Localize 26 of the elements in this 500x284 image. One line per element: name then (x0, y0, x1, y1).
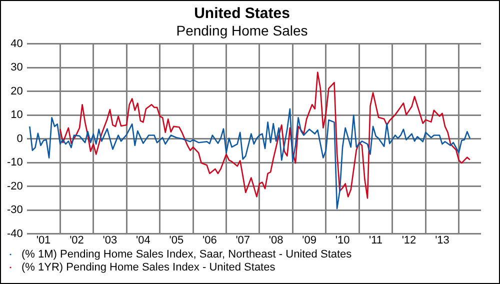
chart-title: United States (194, 5, 290, 22)
x-tick-label: '06 (202, 234, 217, 246)
x-tick-label: '08 (268, 234, 284, 246)
x-tick-label: '05 (169, 234, 184, 246)
x-tick-label: '01 (36, 234, 51, 246)
y-tick-label: 20 (10, 85, 23, 98)
legend-label: (% 1M) Pending Home Sales Index, Saar, Northeast - United States (22, 248, 352, 261)
y-tick-label: -30 (6, 204, 23, 216)
x-tick-label: '03 (102, 234, 118, 246)
y-tick-label: 0 (16, 132, 23, 145)
y-tick-label: -20 (6, 180, 23, 192)
x-tick-label: '04 (136, 234, 150, 246)
x-tick-label: '12 (402, 234, 416, 246)
x-tick-label: '07 (236, 234, 250, 246)
x-tick-label: '11 (369, 234, 383, 246)
x-tick-label: '09 (302, 234, 316, 246)
chart-subtitle: Pending Home Sales (176, 22, 308, 38)
y-tick-label: 30 (10, 62, 23, 74)
x-tick-label: '13 (435, 234, 450, 246)
legend-label: (% 1YR) Pending Home Sales Index - United States (22, 262, 276, 274)
x-tick-label: '10 (335, 234, 350, 246)
y-tick-label: 40 (10, 38, 23, 50)
y-tick-label: -40 (6, 228, 23, 240)
x-tick-label: '02 (70, 234, 84, 246)
y-tick-label: 10 (10, 109, 23, 122)
y-tick-label: -10 (6, 156, 23, 169)
